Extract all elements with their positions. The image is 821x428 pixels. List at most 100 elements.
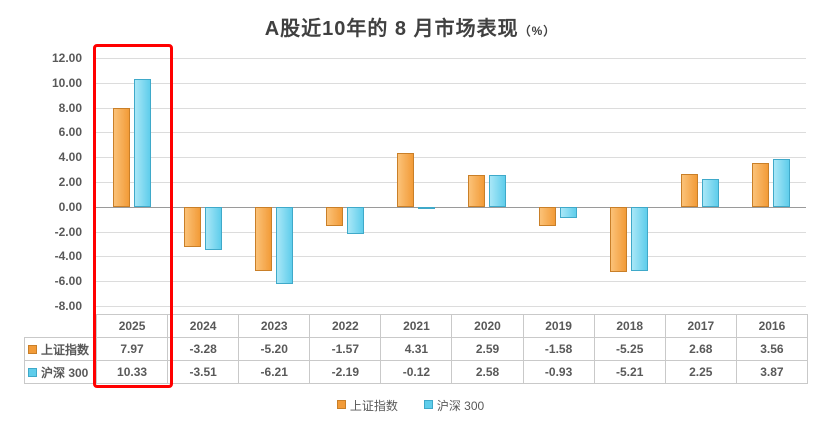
table-series-row-沪深300: 沪深 300 10.33 -3.51 -6.21 -2.19 -0.12 2.58 -0.93… — [24, 360, 809, 384]
gridline — [96, 157, 806, 159]
gridline — [96, 182, 806, 183]
y-axis-tick-label: 10.00 — [51, 75, 82, 90]
year-cell-2024: 2024 — [167, 314, 240, 338]
value-cell-沪深300-2021: -0.12 — [380, 360, 453, 384]
bar-group-2018 — [593, 58, 664, 306]
plot-area — [96, 58, 806, 307]
gridline — [96, 281, 806, 283]
value-cell-上证指数-2020: 2.59 — [451, 337, 524, 361]
legend-item-上证指数: 上证指数 — [336, 397, 398, 414]
bar-沪深300-2022 — [346, 206, 364, 234]
value-cell-上证指数-2016: 3.56 — [735, 337, 809, 361]
gridline — [96, 58, 806, 59]
value-cell-上证指数-2022: -1.57 — [309, 337, 382, 361]
bar-group-2023 — [238, 58, 309, 306]
value-cell-上证指数-2018: -5.25 — [593, 337, 666, 361]
year-cell-2019: 2019 — [522, 314, 595, 338]
y-axis-tick-label: 12.00 — [51, 51, 82, 65]
year-cell-2022: 2022 — [309, 314, 382, 338]
value-cell-沪深300-2025: 10.33 — [95, 360, 169, 384]
y-axis-tick-label: 0.00 — [58, 199, 82, 214]
value-cell-上证指数-2019: -1.58 — [522, 337, 595, 361]
value-cell-沪深300-2017: 2.25 — [664, 360, 737, 384]
year-cell-2020: 2020 — [451, 314, 524, 338]
bar-上证指数-2024 — [183, 206, 201, 248]
gridline — [96, 82, 806, 84]
y-axis-tick-label: 8.00 — [58, 100, 82, 115]
legend-item-沪深300: 沪深 300 — [423, 397, 485, 414]
table-series-row-上证指数: 上证指数 7.97 -3.28 -5.20 -1.57 4.31 2.59 -1.58 -5.2… — [24, 337, 809, 361]
bar-上证指数-2022 — [325, 206, 343, 227]
bar-上证指数-2018 — [609, 206, 627, 272]
value-cell-沪深300-2019: -0.93 — [522, 360, 595, 384]
legend-label: 沪深 300 — [436, 399, 485, 413]
bar-上证指数-2025 — [112, 107, 130, 207]
value-cell-沪深300-2020: 2.58 — [451, 360, 524, 384]
legend-swatch-icon — [336, 400, 346, 409]
bar-上证指数-2021 — [396, 153, 414, 207]
series-label-cell: 沪深 300 — [24, 360, 97, 384]
bar-group-2017 — [664, 58, 735, 306]
bar-沪深300-2019 — [559, 206, 577, 219]
value-cell-沪深300-2018: -5.21 — [593, 360, 666, 384]
value-cell-沪深300-2022: -2.19 — [309, 360, 382, 384]
gridline — [96, 132, 806, 134]
zero-axis-line — [96, 206, 806, 208]
legend-swatch-icon — [423, 400, 433, 409]
bar-沪深300-2017 — [701, 178, 719, 207]
bar-group-2024 — [167, 58, 238, 306]
bar-沪深300-2021 — [417, 206, 435, 209]
bar-group-2020 — [451, 58, 522, 306]
year-cell-2018: 2018 — [593, 314, 666, 338]
year-cell-2023: 2023 — [238, 314, 311, 338]
chart-title-percent-suffix: （%） — [518, 24, 557, 38]
bar-沪深300-2016 — [772, 158, 790, 207]
bar-沪深300-2023 — [275, 206, 293, 284]
bar-group-2022 — [309, 58, 380, 306]
table-year-row: 2025 2024 2023 2022 2021 2020 2019 2018 2017 2016 — [25, 314, 809, 338]
bar-group-2021 — [380, 58, 451, 306]
y-axis-tick-label: -8.00 — [54, 299, 82, 313]
y-axis-tick-label: 6.00 — [58, 125, 82, 140]
legend-label: 上证指数 — [349, 399, 398, 413]
bar-上证指数-2016 — [751, 162, 769, 207]
value-cell-上证指数-2021: 4.31 — [380, 337, 453, 361]
bar-group-2025 — [96, 58, 167, 306]
y-axis-tick-label: 4.00 — [58, 150, 82, 165]
bar-上证指数-2020 — [467, 174, 485, 207]
series-swatch-icon — [28, 367, 37, 377]
bar-沪深300-2025 — [133, 78, 151, 207]
y-axis-tick-label: -4.00 — [54, 249, 82, 264]
year-cell-2017: 2017 — [664, 314, 737, 338]
series-label-cell: 上证指数 — [24, 337, 97, 361]
year-cell-2025: 2025 — [95, 314, 169, 338]
bar-沪深300-2020 — [488, 174, 506, 207]
value-cell-上证指数-2024: -3.28 — [167, 337, 240, 361]
value-cell-上证指数-2023: -5.20 — [238, 337, 311, 361]
y-axis-tick-label: -6.00 — [54, 274, 82, 289]
value-cell-上证指数-2025: 7.97 — [95, 337, 169, 361]
series-name: 上证指数 — [41, 342, 90, 357]
bar-上证指数-2017 — [680, 173, 698, 207]
y-axis: 12.00 10.00 8.00 6.00 4.00 2.00 0.00 -2.00 -4.00… — [30, 51, 86, 313]
chart-title: A股近10年的 8 月市场表现（%） — [0, 12, 821, 41]
gridline — [96, 256, 806, 258]
value-cell-上证指数-2017: 2.68 — [664, 337, 737, 361]
year-cell-2021: 2021 — [380, 314, 453, 338]
y-axis-tick-label: -2.00 — [54, 224, 82, 239]
bar-group-2019 — [522, 58, 593, 306]
series-name: 沪深 300 — [41, 365, 89, 380]
bar-上证指数-2019 — [538, 206, 556, 227]
bar-group-2016 — [735, 58, 806, 306]
value-cell-沪深300-2024: -3.51 — [167, 360, 240, 384]
data-table: 2025 2024 2023 2022 2021 2020 2019 2018 2017 2016… — [24, 314, 809, 384]
value-cell-沪深300-2016: 3.87 — [735, 360, 809, 384]
bar-沪深300-2024 — [204, 206, 222, 251]
gridline — [96, 231, 806, 233]
gridline — [96, 306, 806, 307]
year-cell-2016: 2016 — [735, 314, 809, 338]
bar-沪深300-2018 — [630, 206, 648, 272]
chart-title-text: A股近10年的 8 月市场表现 — [264, 18, 519, 40]
value-cell-沪深300-2023: -6.21 — [238, 360, 311, 384]
